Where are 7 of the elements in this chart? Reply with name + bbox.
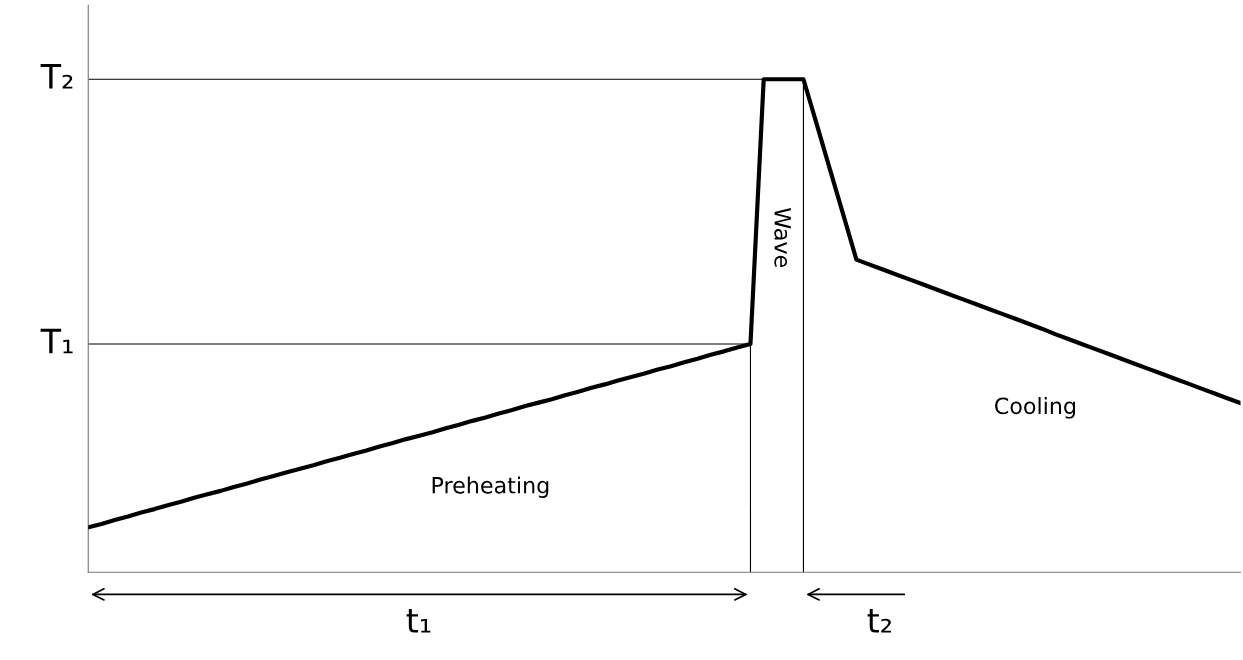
annotation: Wave — [774, 207, 791, 268]
text: t₂ — [867, 609, 891, 633]
ref-line-label: T₁ — [40, 328, 73, 354]
annotation: Cooling — [995, 397, 1076, 419]
text: t₁ — [406, 609, 431, 633]
ref-line-label: T₂ — [40, 64, 73, 89]
annotation: Preheating — [432, 476, 549, 498]
